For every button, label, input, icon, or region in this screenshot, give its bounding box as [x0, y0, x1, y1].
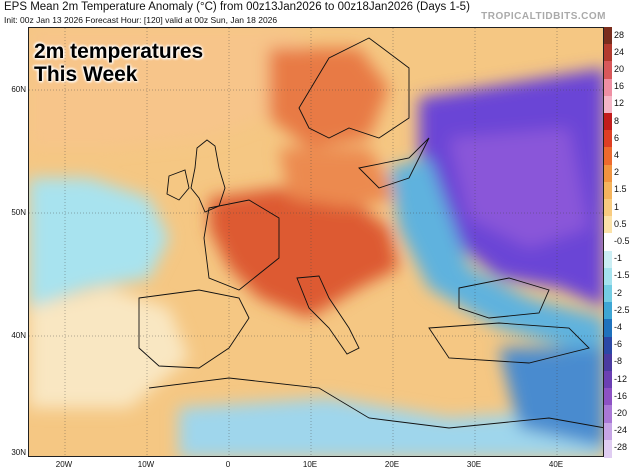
colorbar-label: 1.5 [614, 184, 627, 195]
baltic-coast [358, 137, 430, 189]
atlantic-neutral-zone [29, 288, 189, 408]
scandinavia-coast [298, 37, 410, 139]
colorbar-label: -12 [614, 373, 628, 384]
headline-line-1: 2m temperatures [34, 40, 204, 63]
north-africa-coast [148, 377, 603, 429]
warm-anomaly-mid [279, 148, 399, 208]
colorbar-label: -1.5 [614, 270, 630, 281]
colorbar-legend: 28 24 20 16 12 8 6 4 2 1.5 1 0.5 -0.5 -1 -1.5 -2 -2.5 -4 -… [604, 27, 638, 458]
colorbar-swatch [604, 285, 612, 303]
colorbar-label: 1 [614, 201, 620, 212]
colorbar-label: -2.5 [614, 304, 630, 315]
lon-label-10e: 10E [302, 460, 318, 469]
anomaly-field [29, 28, 603, 456]
colorbar-swatch [604, 371, 612, 389]
colorbar-label: -28 [614, 442, 628, 453]
turkey-coast [428, 322, 590, 364]
colorbar-swatch [604, 181, 612, 200]
colorbar-label: 0.5 [614, 218, 627, 229]
lon-label-0: 0 [225, 460, 231, 469]
north-africa-cool [179, 398, 603, 456]
colorbar-label: 28 [614, 29, 625, 40]
map-subtitle: Init: 00z Jan 13 2026 Forecast Hour: [12… [4, 15, 278, 25]
colorbar-swatch [604, 319, 612, 338]
colorbar-swatch [604, 422, 612, 441]
colorbar-swatch [604, 388, 612, 407]
north-atlantic-warm [29, 28, 329, 148]
italy-coast [296, 275, 360, 355]
headline-line-2: This Week [34, 63, 138, 86]
colorbar-swatch [604, 250, 612, 269]
colorbar-swatch [604, 27, 612, 45]
colorbar-swatch [604, 147, 612, 166]
colorbar-label: 8 [614, 115, 620, 126]
colorbar-label: 12 [614, 98, 625, 109]
lon-label-40e: 40E [548, 460, 564, 469]
cold-anomaly-edge [389, 158, 603, 358]
colorbar-label: 20 [614, 64, 625, 74]
colorbar-swatch [604, 439, 612, 458]
colorbar-label: -2 [614, 287, 623, 298]
colorbar-swatch [604, 164, 612, 183]
colorbar-label: -0.5 [614, 236, 630, 246]
lat-label-40n: 40N [11, 331, 26, 340]
colorbar-label: 2 [614, 167, 620, 178]
colorbar-swatch [604, 113, 612, 131]
cold-anomaly-inner [449, 128, 589, 248]
lon-label-20e: 20E [384, 460, 400, 469]
warm-anomaly-north [269, 48, 389, 148]
colorbar-label: -6 [614, 339, 623, 350]
anomaly-map [29, 28, 603, 456]
headline-overlay: 2m temperatures This Week [34, 40, 203, 86]
colorbar-swatch [604, 130, 612, 149]
header: EPS Mean 2m Temperature Anomaly (°C) fro… [0, 0, 638, 27]
colorbar-swatch [604, 353, 612, 372]
colorbar-swatch [604, 405, 612, 424]
colorbar-label: 24 [614, 46, 625, 57]
colorbar-swatch [604, 61, 612, 80]
colorbar-swatch [604, 233, 612, 252]
black-sea-coast [458, 277, 550, 319]
colorbar-label: -20 [614, 408, 628, 418]
coastlines [138, 37, 603, 429]
lat-label-60n: 60N [11, 85, 26, 94]
colorbar-label: 4 [614, 150, 620, 160]
colorbar-swatch [604, 302, 612, 321]
colorbar-swatch [604, 336, 612, 355]
map-frame: 2m temperatures This Week [28, 27, 604, 457]
colorbar-label: 6 [614, 132, 620, 143]
colorbar-swatch [604, 216, 612, 235]
colorbar-swatch [604, 199, 612, 217]
lon-label-30e: 30E [466, 460, 482, 469]
graticule [29, 28, 603, 456]
colorbar-label: -24 [614, 425, 628, 436]
iberia-coast [138, 289, 250, 369]
lon-label-20w: 20W [55, 460, 73, 469]
ireland-coast [166, 169, 190, 201]
colorbar-label: -1 [614, 253, 623, 264]
lat-label-50n: 50N [11, 208, 26, 217]
atlantic-cool-zone [29, 178, 169, 308]
colorbar-label: -4 [614, 322, 623, 332]
colorbar-label: -16 [614, 390, 628, 401]
colorbar-swatch [604, 95, 612, 114]
colorbar-swatch [604, 78, 612, 97]
france-coast [203, 199, 280, 291]
lon-label-10w: 10W [137, 460, 155, 469]
colorbar-label: 16 [614, 81, 625, 92]
map-title: EPS Mean 2m Temperature Anomaly (°C) fro… [4, 1, 470, 13]
lat-label-30n: 30N [11, 448, 26, 457]
warm-anomaly-core [209, 188, 399, 318]
brand-watermark: TROPICALTIDBITS.COM [481, 11, 606, 22]
colorbar-swatch [604, 44, 612, 63]
colorbar-label: -8 [614, 356, 623, 367]
colorbar-swatch [604, 267, 612, 286]
